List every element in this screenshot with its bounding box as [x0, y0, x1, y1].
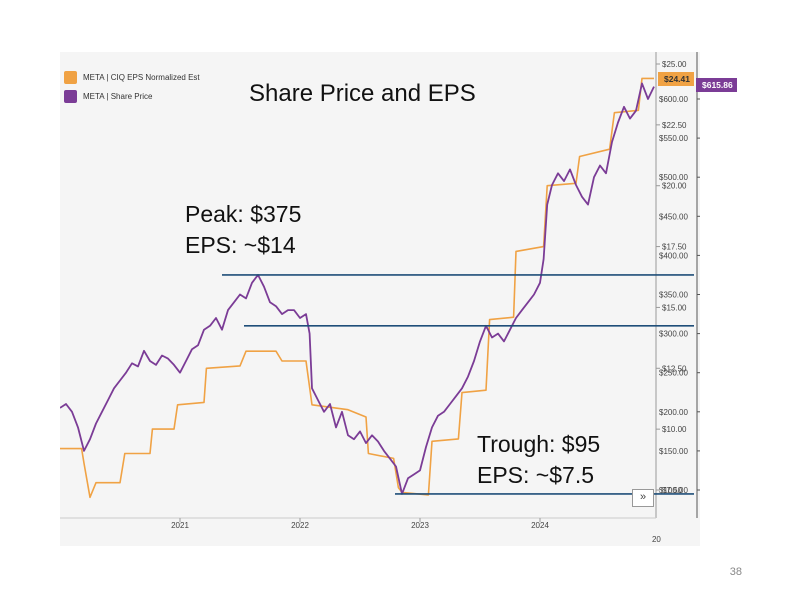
trough-annotation: Trough: $95 EPS: ~$7.5 — [477, 429, 600, 491]
price-tick-label: $600.00 — [659, 95, 688, 104]
peak-annotation: Peak: $375 EPS: ~$14 — [185, 199, 301, 261]
trough-price-label: Trough: $95 — [477, 431, 601, 457]
share-price-eps-chart: $25.00 $22.50 $20.00 $17.50 $15.00 $12.50 $10.… — [60, 52, 700, 544]
page-number: 38 — [729, 566, 742, 578]
x-tick-label: 2022 — [291, 521, 309, 530]
price-tick-label: $450.00 — [659, 212, 688, 221]
eps-tick-label: $10.00 — [662, 425, 687, 434]
eps-tick-label: $7.50 — [662, 486, 683, 495]
price-tick-label: $500.00 — [659, 173, 688, 182]
price-tick-label: $200.00 — [659, 408, 688, 417]
legend-item-price: META | Share Price — [64, 89, 200, 103]
eps-tick-label: $17.50 — [662, 243, 687, 252]
legend-item-eps: META | CIQ EPS Normalized Est — [64, 70, 200, 84]
legend: META | CIQ EPS Normalized Est META | Sha… — [64, 70, 200, 108]
price-tick-label: $100.00 — [659, 486, 688, 495]
expand-button[interactable]: » — [632, 489, 654, 507]
price-tick-label: $550.00 — [659, 134, 688, 143]
price-last-value-tag: $615.86 — [696, 78, 737, 92]
peak-price-label: Peak: $375 — [185, 201, 302, 227]
eps-last-value-tag: $24.41 — [658, 72, 694, 86]
price-series-line — [60, 82, 655, 495]
x-tick-label: 2023 — [411, 521, 429, 530]
chart-panel: $25.00 $22.50 $20.00 $17.50 $15.00 $12.50 $10.… — [60, 52, 700, 546]
eps-swatch — [64, 70, 77, 84]
trough-eps-label: EPS: ~$7.5 — [477, 462, 594, 488]
price-tick-label: $350.00 — [659, 291, 688, 300]
price-tick-label: $400.00 — [659, 251, 688, 260]
eps-tick-label: $22.50 — [662, 121, 687, 130]
legend-label-eps: META | CIQ EPS Normalized Est — [83, 72, 200, 82]
eps-tick-label: $15.00 — [662, 303, 687, 312]
eps-tick-label: $20.00 — [662, 182, 687, 191]
x-tick-label: 2021 — [171, 521, 189, 530]
price-tick-label: $150.00 — [659, 447, 688, 456]
peak-eps-label: EPS: ~$14 — [185, 232, 296, 258]
eps-tick-label: $12.50 — [662, 364, 687, 373]
eps-tick-label: $25.00 — [662, 60, 687, 69]
legend-label-price: META | Share Price — [83, 91, 153, 101]
x-tick-label: 2024 — [531, 521, 549, 530]
x-tick-label: 20 — [652, 535, 661, 544]
slide-title: Share Price and EPS — [249, 80, 476, 107]
price-tick-label: $300.00 — [659, 330, 688, 339]
price-tick-label: $250.00 — [659, 369, 688, 378]
price-swatch — [64, 89, 77, 103]
